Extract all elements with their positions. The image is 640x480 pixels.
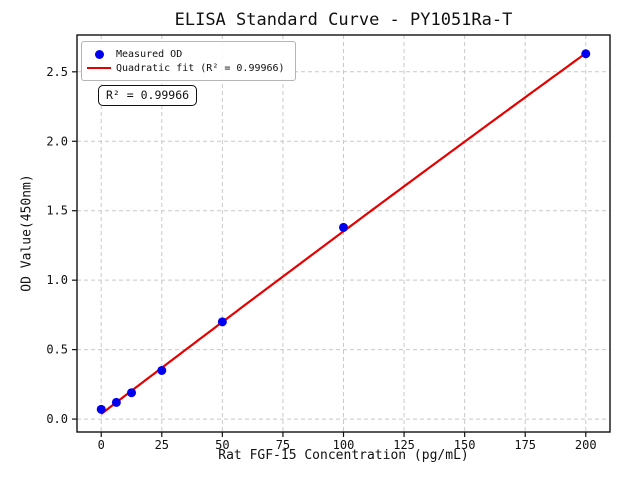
y-tick-label: 0.5 xyxy=(46,343,68,357)
legend-item-quadratic-fit: Quadratic fit (R² = 0.99966) xyxy=(82,61,285,75)
y-tick-label: 2.5 xyxy=(46,65,68,79)
data-point xyxy=(96,404,106,414)
legend-label-quadratic-fit: Quadratic fit (R² = 0.99966) xyxy=(116,62,285,74)
x-tick-label: 125 xyxy=(393,438,415,452)
data-point xyxy=(217,317,227,327)
y-tick-label: 1.5 xyxy=(46,204,68,218)
x-tick-label: 25 xyxy=(155,438,169,452)
x-tick-label: 50 xyxy=(215,438,229,452)
x-axis-label: Rat FGF-15 Concentration (pg/mL) xyxy=(218,448,469,463)
legend-label-measured-od: Measured OD xyxy=(116,48,183,60)
data-point xyxy=(339,222,348,232)
y-tick-label: 0.0 xyxy=(46,412,68,426)
x-tick-label: 0 xyxy=(98,438,105,452)
scatter-marker-icon xyxy=(94,49,104,59)
x-tick-label: 175 xyxy=(514,438,536,452)
r-squared-annotation: R² = 0.99966 xyxy=(98,85,198,106)
axes-spines xyxy=(76,34,611,433)
data-point xyxy=(581,49,591,59)
x-tick-label: 200 xyxy=(575,438,597,452)
x-tick-label: 75 xyxy=(276,438,290,452)
y-tick-label: 1.0 xyxy=(46,273,68,287)
data-point xyxy=(127,388,137,398)
y-tick-label: 2.0 xyxy=(46,134,68,148)
y-axis-label: OD Value(450nm) xyxy=(19,174,35,292)
data-point xyxy=(157,365,167,375)
chart-title: ELISA Standard Curve - PY1051Ra-T xyxy=(174,10,513,30)
x-tick-label: 150 xyxy=(454,438,476,452)
data-point xyxy=(111,397,121,407)
line-marker-icon xyxy=(87,66,111,70)
legend-item-measured-od: Measured OD xyxy=(82,47,285,61)
x-tick-label: 100 xyxy=(333,438,355,452)
legend: Measured OD Quadratic fit (R² = 0.99966) xyxy=(81,41,296,81)
